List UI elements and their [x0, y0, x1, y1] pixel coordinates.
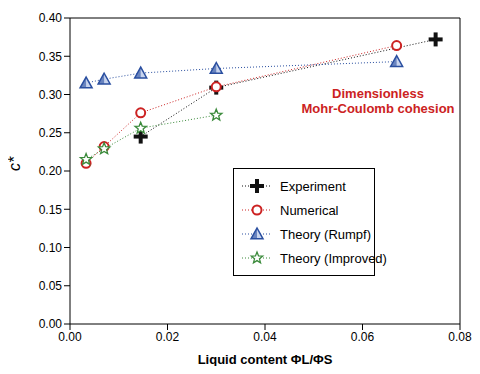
svg-text:0.06: 0.06 — [351, 330, 375, 344]
html-text:Experiment: Experiment — [280, 178, 346, 194]
svg-text:0.10: 0.10 — [39, 241, 63, 255]
svg-text:0.05: 0.05 — [39, 279, 63, 293]
html-text:Dimensionless: Dimensionless — [332, 86, 424, 101]
html-text:Theory (Improved): Theory (Improved) — [280, 250, 387, 266]
html-text:Theory (Rumpf): Theory (Rumpf) — [280, 226, 371, 242]
svg-text:0.04: 0.04 — [253, 330, 277, 344]
svg-text:0.25: 0.25 — [39, 126, 63, 140]
svg-text:0.40: 0.40 — [39, 11, 63, 25]
svg-text:c*: c* — [8, 156, 23, 171]
svg-text:Liquid content ΦL/ΦS: Liquid content ΦL/ΦS — [198, 352, 333, 366]
svg-text:0.00: 0.00 — [58, 330, 82, 344]
html-text:Numerical: Numerical — [280, 202, 339, 218]
svg-text:0.00: 0.00 — [39, 317, 63, 331]
svg-text:0.02: 0.02 — [156, 330, 180, 344]
svg-text:0.30: 0.30 — [39, 88, 63, 102]
svg-text:0.20: 0.20 — [39, 164, 63, 178]
svg-text:0.15: 0.15 — [39, 203, 63, 217]
svg-text:0.08: 0.08 — [448, 330, 472, 344]
svg-text:0.35: 0.35 — [39, 50, 63, 64]
html-text:Mohr-Coulomb cohesion: Mohr-Coulomb cohesion — [301, 101, 455, 116]
